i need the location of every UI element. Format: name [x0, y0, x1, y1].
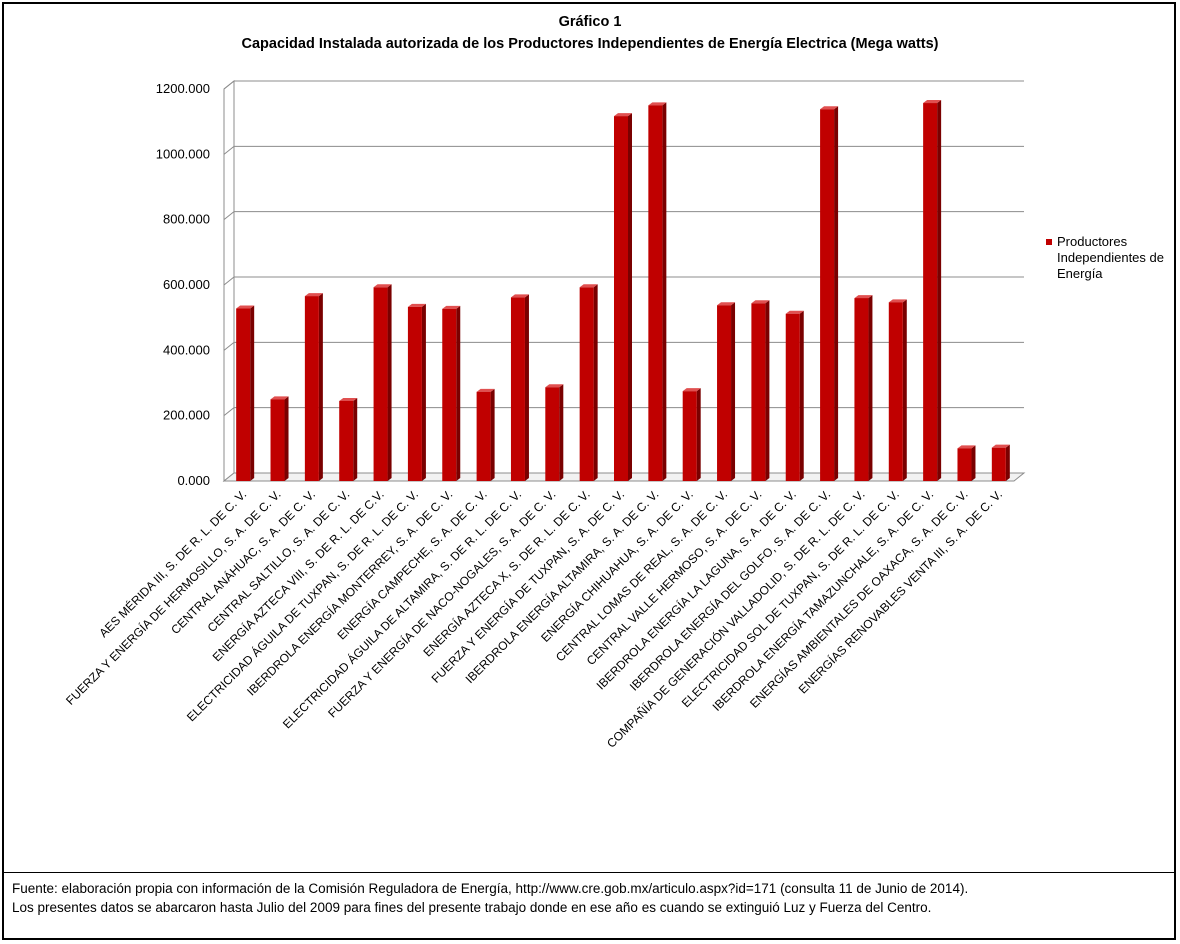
bar-side [799, 310, 804, 481]
y-tick-label: 400.000 [163, 342, 210, 357]
bar-top [510, 294, 529, 298]
bar-top [373, 284, 392, 288]
chart-subtitle: Capacidad Instalada autorizada de los Pr… [242, 36, 939, 52]
bar [339, 400, 354, 481]
bar-side [731, 302, 736, 481]
y-tick-label: 200.000 [163, 408, 210, 423]
gridline [223, 80, 1024, 90]
bar-side [696, 388, 701, 481]
bar-side [834, 106, 839, 482]
bar-side [490, 388, 495, 481]
bar [923, 103, 938, 482]
bar [820, 109, 835, 482]
bar [510, 297, 525, 481]
bar-side [353, 397, 358, 481]
legend: Productores Independientes de Energía [1046, 234, 1164, 281]
bar [751, 303, 766, 481]
bar-side [902, 299, 907, 481]
bar-top [579, 284, 598, 288]
bar-side [250, 305, 255, 481]
bar-side [593, 284, 598, 481]
footnote-line-2: Los presentes datos se abarcaron hasta J… [12, 900, 932, 915]
bar-top [923, 100, 942, 104]
bar-top [682, 388, 701, 392]
legend-label: Productores Independientes de Energía [1057, 234, 1164, 281]
bar-side [387, 284, 392, 481]
y-tick-label: 0.000 [177, 473, 210, 488]
bar [648, 105, 663, 481]
bar [717, 305, 732, 481]
bar [476, 391, 491, 481]
footnote-line-1: Fuente: elaboración propia con informaci… [12, 881, 969, 896]
bar-top [751, 300, 770, 304]
chart-title: Gráfico 1 [559, 14, 622, 30]
gridline [223, 276, 1024, 286]
bar-side [524, 294, 529, 481]
gridline [223, 145, 1024, 155]
bar-top [648, 102, 667, 106]
y-tick-label: 1200.000 [156, 81, 210, 96]
bar-top [820, 106, 839, 110]
bar [442, 308, 457, 481]
bar [888, 302, 903, 481]
legend-label-line: Independientes de [1057, 250, 1164, 265]
bar-top [304, 293, 323, 297]
bar-side [1005, 444, 1010, 481]
bar [407, 306, 422, 481]
bar-top [854, 295, 873, 299]
bar-top [991, 444, 1010, 448]
y-tick-label: 600.000 [163, 277, 210, 292]
bar-top [717, 302, 736, 306]
bar-side [765, 300, 770, 481]
bar-top [545, 384, 564, 388]
bar-top [407, 303, 426, 307]
bar-top [957, 445, 976, 449]
bar-top [888, 299, 907, 303]
bar [991, 447, 1006, 481]
legend-label-line: Productores [1057, 234, 1128, 249]
bar [304, 296, 319, 481]
bar-top [442, 305, 461, 309]
bar [614, 116, 628, 481]
bar-top [339, 397, 358, 401]
bar-top [270, 396, 289, 400]
bar-chart: Gráfico 1 Capacidad Instalada autorizada… [62, 14, 1164, 751]
bar [957, 448, 972, 481]
bar [854, 298, 869, 481]
bar [270, 399, 285, 481]
legend-swatch [1046, 239, 1052, 245]
bar [545, 387, 560, 481]
bar-side [868, 295, 873, 481]
legend-label-line: Energía [1057, 266, 1103, 281]
bar [373, 287, 388, 481]
y-tick-label: 800.000 [163, 212, 210, 227]
bar [236, 308, 251, 481]
bar-side [456, 305, 461, 481]
source-footnote: Fuente: elaboración propia con informaci… [4, 872, 1174, 917]
bar [682, 391, 697, 481]
bar [579, 287, 594, 481]
bar-side [971, 445, 976, 481]
bar-side [662, 102, 667, 481]
plot-area: 0.000 200.000 400.000 600.000 800.000 1000.00… [62, 79, 1026, 751]
bar-side [559, 384, 564, 481]
bar-side [937, 100, 942, 482]
bar-side [421, 303, 426, 481]
bar-top [476, 388, 495, 392]
bar-top [614, 113, 632, 117]
bar-top [236, 305, 255, 309]
bar-side [318, 293, 323, 481]
bar-top [785, 310, 804, 314]
y-tick-label: 1000.000 [156, 146, 210, 161]
bar [785, 313, 800, 481]
bar-side [628, 113, 632, 481]
x-tick-label: IBERDROLA ENERGÍA TAMAZUNCHALE, S. A. DE… [709, 487, 936, 714]
bar-side [284, 396, 289, 481]
gridline [223, 211, 1024, 221]
